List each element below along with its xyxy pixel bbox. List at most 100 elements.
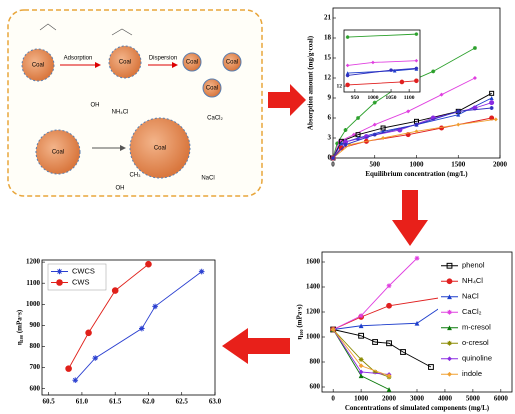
legend-label: o-cresol	[462, 338, 489, 347]
x-tick-label: 61.0	[76, 398, 89, 406]
x-tick-label: 0	[331, 395, 335, 403]
legend-label: NaCl	[462, 292, 479, 301]
legend-label: NH₄Cl	[462, 276, 483, 285]
diagram-label: CH₃	[129, 173, 141, 179]
marker	[359, 357, 364, 362]
diagram-label: OH	[91, 103, 100, 109]
y-tick-label: 9	[328, 94, 332, 102]
marker	[344, 128, 348, 132]
diagram-label: Coal	[32, 63, 44, 69]
marker	[86, 330, 92, 336]
x-tick-label: 5000	[466, 395, 481, 403]
marker	[415, 32, 419, 36]
marker	[473, 46, 477, 50]
x-tick-label: 61.5	[109, 398, 122, 406]
marker	[72, 377, 78, 383]
marker	[447, 341, 452, 346]
x-tick-label: 1050	[386, 95, 397, 101]
y-tick-label: 15	[324, 54, 332, 62]
marker	[389, 68, 393, 72]
legend-box	[438, 256, 510, 384]
page: Coal Adsorption Coal Dispersion Coal Coal OH NH…	[0, 0, 515, 414]
marker	[57, 269, 63, 275]
x-tick-label: 2000	[382, 395, 397, 403]
x-tick-label: 950	[351, 95, 360, 101]
marker	[387, 303, 392, 308]
y-tick-label: 6	[328, 114, 332, 122]
diagram-label: Adsorption	[64, 56, 93, 62]
marker	[92, 355, 98, 361]
y-tick-label: 1100	[26, 279, 40, 287]
y-tick-label: 600	[310, 383, 321, 391]
marker	[400, 80, 404, 84]
y-tick-label: 800	[30, 342, 41, 350]
diagram-label: NaCl	[201, 176, 214, 182]
y-tick-label: 1200	[26, 258, 41, 266]
y-tick-label: 1200	[306, 308, 321, 316]
x-tick-label: 0	[331, 161, 335, 169]
marker	[359, 313, 364, 318]
marker	[57, 280, 63, 286]
marker	[447, 310, 452, 315]
y-tick-label: 700	[30, 363, 41, 371]
diagram-label: Coal	[119, 60, 131, 66]
legend-label: CWCS	[72, 266, 95, 275]
marker	[415, 256, 420, 261]
x-tick-label: 62.0	[142, 398, 155, 406]
x-tick-label: 1000	[410, 161, 425, 169]
diagram-label: Coal	[206, 86, 218, 92]
x-tick-label: 62.5	[176, 398, 189, 406]
marker	[344, 143, 348, 147]
x-tick-label: 2000	[493, 161, 508, 169]
x-axis-label: Concentrations of simulated components (…	[345, 404, 490, 412]
marker	[331, 156, 335, 160]
legend-label: CaCl₂	[462, 307, 482, 316]
y-tick-label: 3	[328, 134, 332, 142]
y-tick-label: 1000	[306, 333, 321, 341]
y-tick-label: 800	[310, 358, 321, 366]
marker	[66, 366, 72, 372]
x-tick-label: 1100	[404, 95, 415, 101]
legend-label: quinoline	[462, 354, 492, 363]
x-tick-label: 63.0	[209, 398, 222, 406]
y-tick-label: 600	[30, 384, 41, 392]
x-tick-label: 1500	[451, 161, 466, 169]
x-axis-label: Equilibrium concentration (mg/L)	[365, 170, 468, 178]
x-tick-label: 1000	[367, 95, 378, 101]
x-tick-label: 4000	[438, 395, 453, 403]
y-axis-label: η₁₀₀ (mPa·s)	[296, 304, 304, 340]
legend-label: phenol	[462, 261, 485, 270]
mechanism-diagram	[8, 10, 262, 196]
diagram-label: Coal	[154, 146, 166, 152]
marker	[490, 101, 494, 105]
marker	[387, 283, 392, 288]
diagram-label: CaCl₂	[207, 116, 223, 122]
y-tick-label: 12	[337, 83, 343, 89]
diagram-label: Coal	[186, 60, 198, 66]
x-tick-label: 60.5	[43, 398, 56, 406]
x-tick-label: 1000	[354, 395, 369, 403]
marker	[346, 35, 350, 39]
marker	[415, 67, 419, 71]
marker	[146, 261, 152, 267]
x-tick-label: 500	[370, 161, 381, 169]
marker	[415, 79, 419, 83]
diagram-label: NH₄Cl	[112, 110, 129, 116]
y-axis-label: Absorption amount (mg/g·coal)	[307, 35, 315, 130]
diagram-label: Dispersion	[149, 56, 177, 62]
y-tick-label: 18	[324, 34, 332, 42]
marker	[447, 279, 452, 284]
x-tick-label: 6000	[494, 395, 509, 403]
legend-label: indole	[462, 369, 482, 378]
marker	[356, 116, 360, 120]
marker	[346, 83, 350, 87]
y-axis-label: η₁₀₀ (mPa·s)	[16, 309, 24, 345]
marker	[112, 288, 118, 294]
diagram-label: OH	[116, 186, 125, 192]
marker	[373, 133, 377, 137]
x-tick-label: 3000	[410, 395, 425, 403]
y-tick-label: 21	[324, 14, 332, 22]
y-tick-label: 1400	[306, 283, 321, 291]
diagram-label: Coal	[52, 150, 64, 156]
y-tick-label: 1000	[26, 300, 41, 308]
